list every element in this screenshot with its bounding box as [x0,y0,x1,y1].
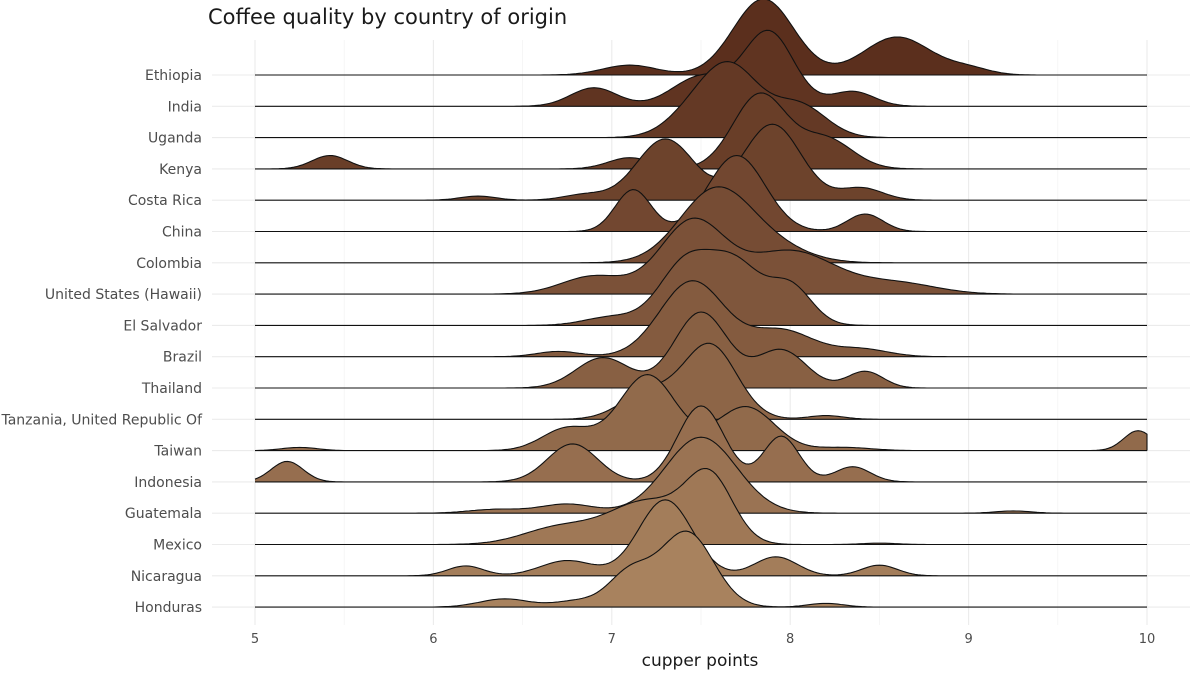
y-label-china: China [162,225,202,241]
x-tick-label: 7 [608,632,616,647]
y-label-brazil: Brazil [163,350,202,366]
ridge-area-honduras [255,531,1147,608]
x-tick-label: 8 [786,632,794,647]
y-label-indonesia: Indonesia [134,475,202,491]
y-label-nicaragua: Nicaragua [131,569,202,585]
y-label-honduras: Honduras [135,600,202,616]
y-axis-labels: Ethiopia India Uganda Kenya Costa Rica China C… [0,68,203,616]
y-label-kenya: Kenya [159,162,202,178]
y-label-thailand: Thailand [141,381,202,397]
ridge-area-mexico [255,468,1147,545]
y-label-tanzania-united-republic-of: Tanzania, United Republic Of [0,412,203,428]
x-tick-label: 10 [1139,632,1156,647]
ridges [254,0,1148,608]
x-axis-title: cupper points [642,651,759,671]
chart-title: Coffee quality by country of origin [208,5,567,29]
x-axis-ticks: 5 6 7 8 9 10 [251,632,1155,647]
y-label-taiwan: Taiwan [153,444,202,460]
y-label-colombia: Colombia [136,256,202,272]
ridge-area-kenya [255,92,1147,169]
ridge-area-uganda [255,61,1147,138]
x-tick-label: 6 [429,632,437,647]
y-label-costa-rica: Costa Rica [128,193,202,209]
ridge-area-costa-rica [255,124,1147,201]
y-label-ethiopia: Ethiopia [145,68,202,84]
ridge-area-tanzania-united-republic-of [255,343,1147,420]
y-label-guatemala: Guatemala [125,506,202,522]
x-tick-label: 5 [251,632,259,647]
y-label-uganda: Uganda [148,131,202,147]
y-label-el-salvador: El Salvador [123,318,202,334]
x-tick-label: 9 [964,632,972,647]
y-label-india: India [168,99,202,115]
ridge-line-honduras [255,530,1147,608]
y-label-mexico: Mexico [153,538,202,554]
ridge-line-uganda [255,61,1147,139]
ridge-area-ethiopia [255,0,1147,75]
y-label-united-states-hawaii: United States (Hawaii) [45,287,202,303]
